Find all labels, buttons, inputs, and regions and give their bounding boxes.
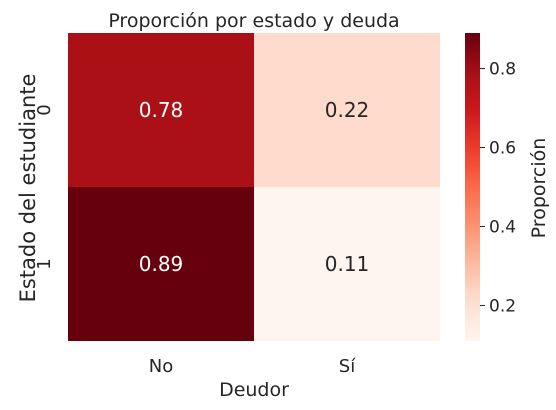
heatmap-cells: 0.78 0.22 0.89 0.11: [68, 33, 440, 341]
colorbar-tick-label: 0.6: [489, 139, 516, 159]
y-tick-label: 0: [34, 104, 55, 115]
y-axis-label: Estado del estudiante: [16, 74, 40, 303]
colorbar-gradient: [465, 33, 480, 341]
colorbar-tick-label: 0.4: [489, 217, 516, 237]
y-axis-ticks: 01: [34, 104, 55, 269]
heatmap-cell: [68, 187, 254, 341]
colorbar-tick-label: 0.2: [489, 296, 516, 316]
cell-value-label: 0.78: [139, 98, 184, 122]
x-tick-label: No: [149, 356, 173, 377]
colorbar-label: Proporción: [528, 138, 550, 239]
cell-value-label: 0.22: [325, 98, 370, 122]
cell-value-label: 0.11: [325, 252, 370, 276]
colorbar: 0.2 0.4 0.6 0.8: [465, 33, 516, 341]
heatmap-cell: [254, 187, 440, 341]
heatmap-cell: [254, 33, 440, 187]
y-tick-label: 1: [34, 258, 55, 269]
x-tick-label: Sí: [339, 356, 356, 377]
heatmap-cell: [68, 33, 254, 187]
colorbar-tick-label: 0.8: [489, 60, 516, 80]
cell-value-label: 0.89: [139, 252, 184, 276]
x-axis-label: Deudor: [219, 379, 289, 401]
chart-title: Proporción por estado y deuda: [108, 10, 399, 32]
x-axis-ticks: No Sí: [149, 356, 356, 377]
